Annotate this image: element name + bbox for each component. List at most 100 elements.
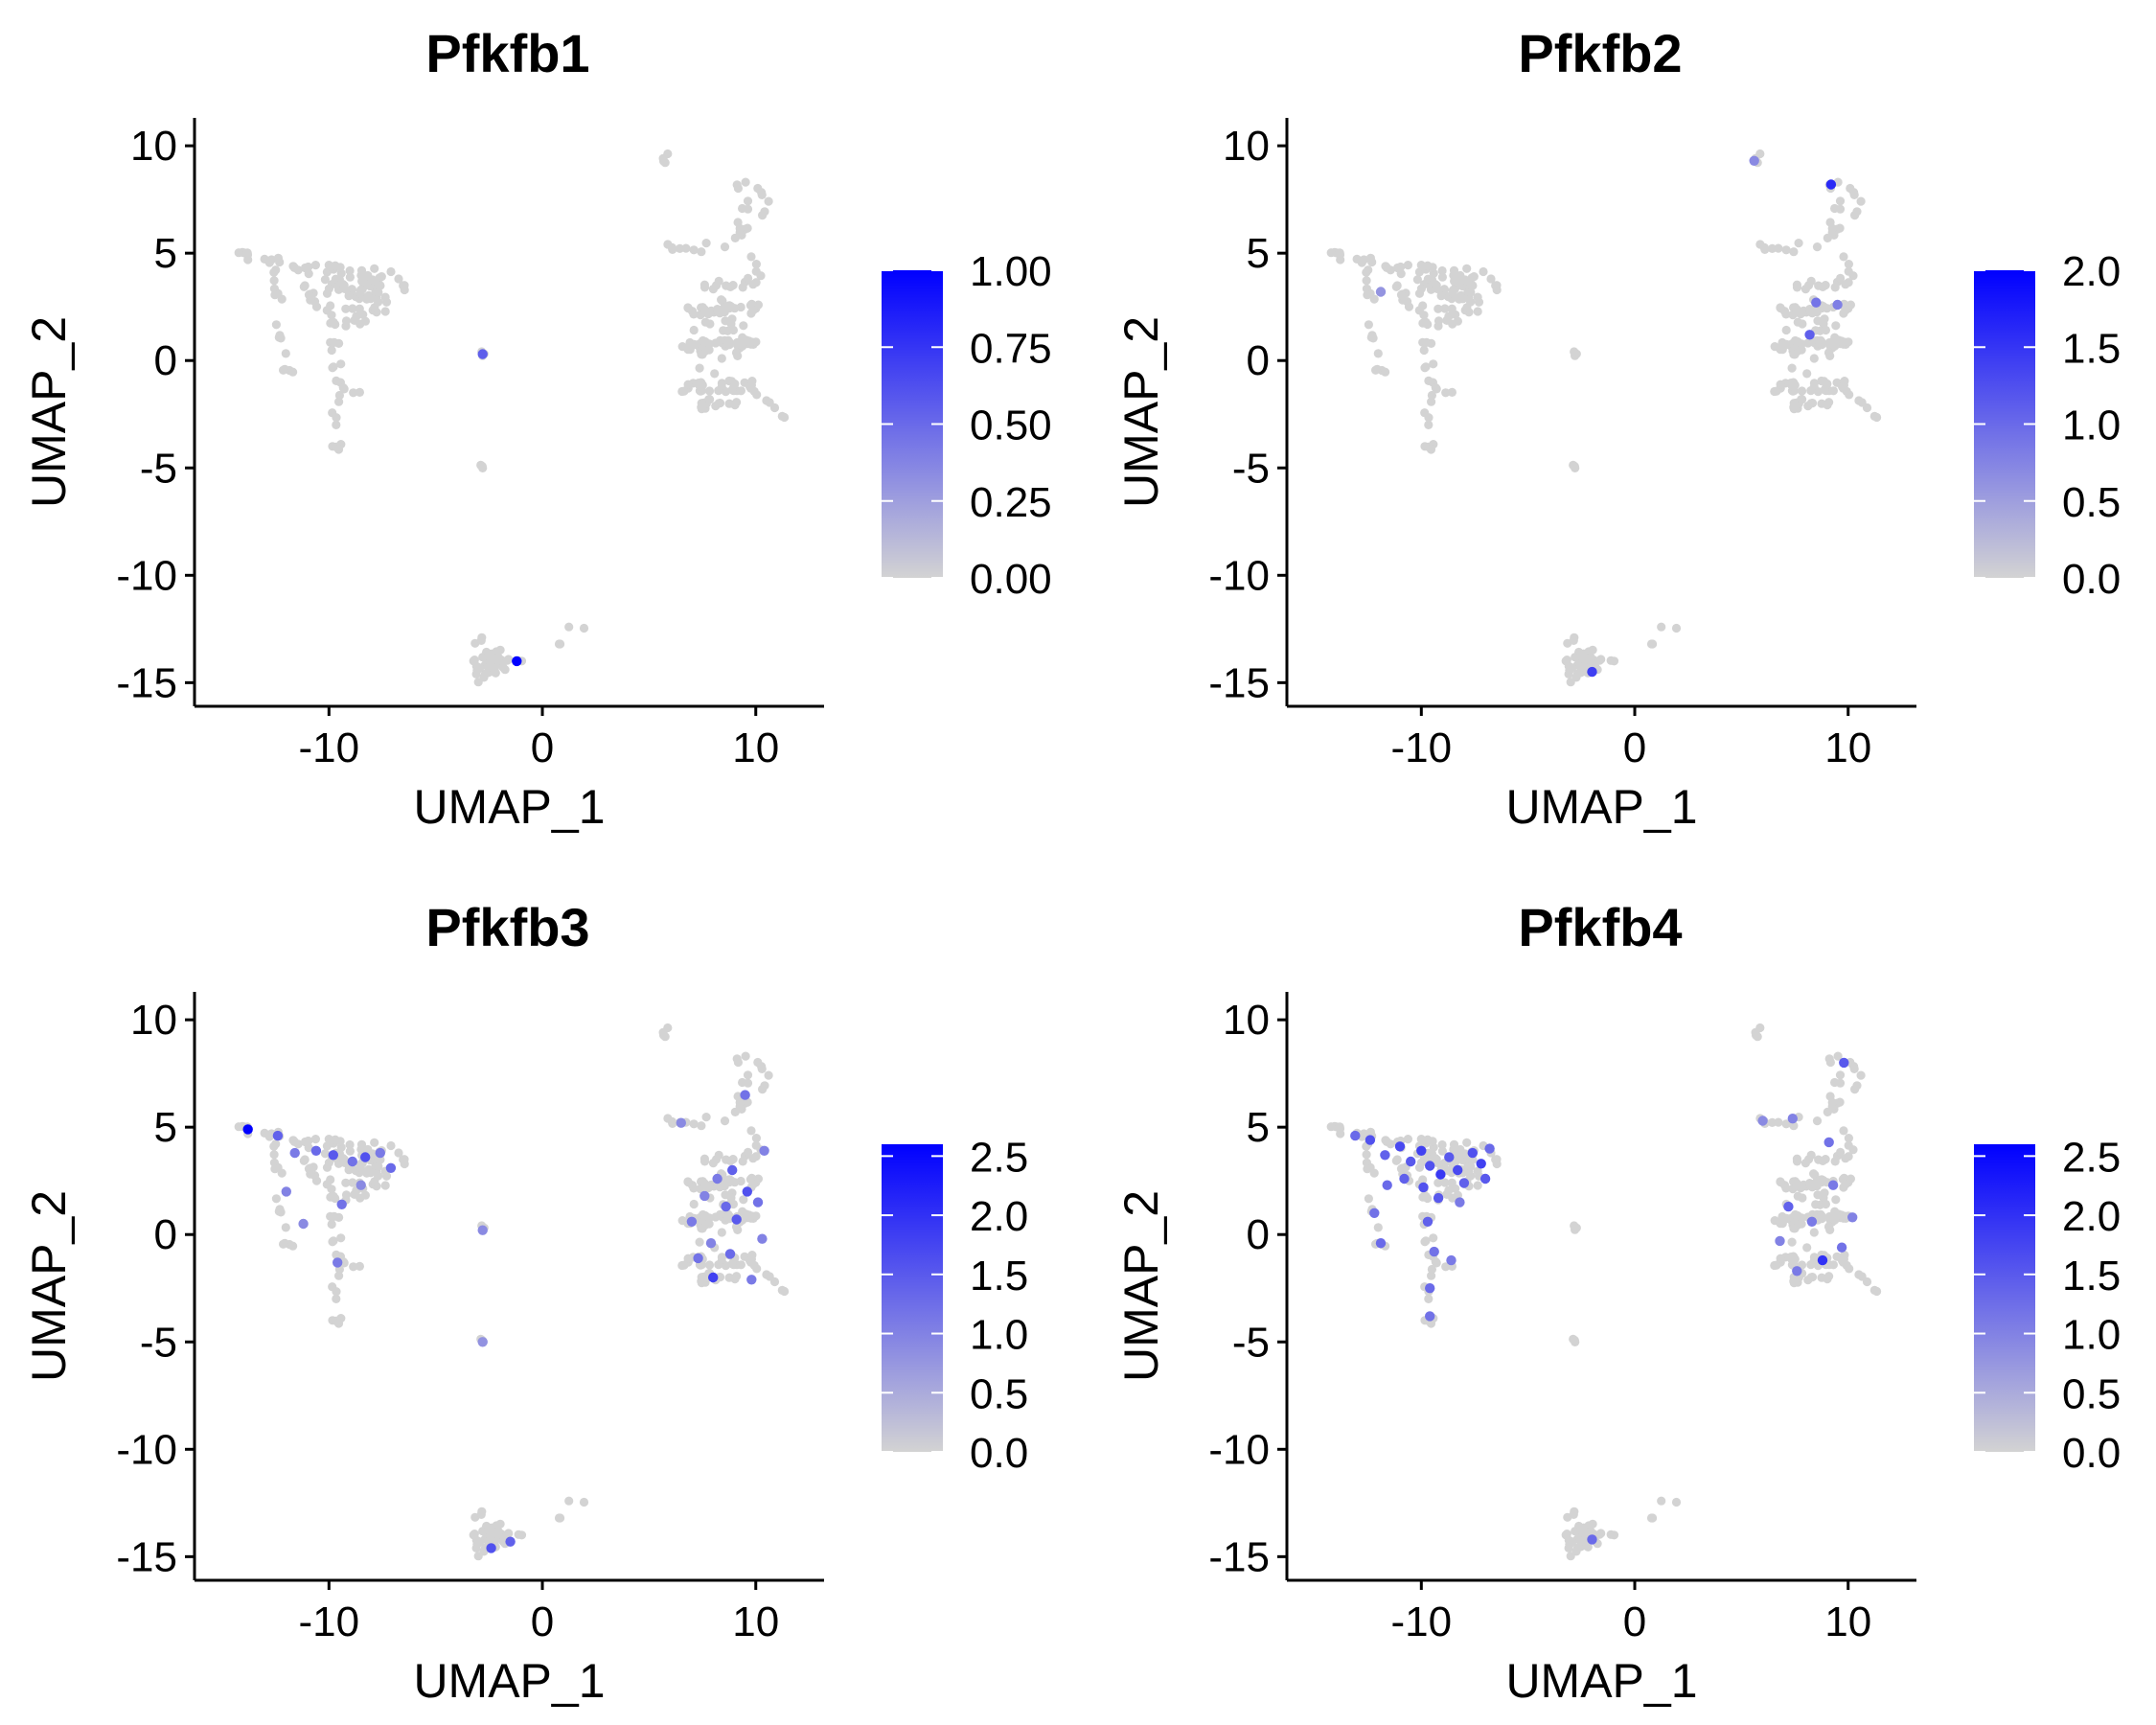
cell-point xyxy=(762,396,771,405)
cell-point xyxy=(764,1070,773,1080)
cell-point xyxy=(1774,243,1783,253)
cell-point xyxy=(484,1536,493,1546)
cell-point xyxy=(1594,656,1604,665)
cell-point xyxy=(1427,1271,1436,1280)
cell-point xyxy=(1423,1193,1433,1204)
cell-point xyxy=(293,1139,303,1149)
cell-point xyxy=(1816,335,1825,345)
cell-point xyxy=(276,1208,286,1217)
cell-point xyxy=(331,319,340,330)
cell-point xyxy=(1789,1224,1799,1233)
cell-point xyxy=(234,1122,243,1132)
cell-point xyxy=(757,190,767,199)
expressing-cell-point xyxy=(477,1225,488,1235)
cell-point xyxy=(728,281,738,290)
cell-point xyxy=(683,1177,693,1186)
color-bar-label: 2.0 xyxy=(2062,248,2121,295)
cell-point xyxy=(697,1121,706,1131)
cell-point xyxy=(717,295,726,305)
cell-point xyxy=(732,180,742,190)
expressing-cell-point xyxy=(336,1199,347,1209)
cell-point xyxy=(288,367,298,377)
cell-point xyxy=(714,386,723,396)
cell-point xyxy=(1806,1260,1816,1270)
expressing-cell-point xyxy=(1444,1152,1455,1162)
cell-point xyxy=(345,265,355,276)
expressing-cell-point xyxy=(1455,1197,1465,1208)
cell-point xyxy=(745,1210,754,1220)
cell-point xyxy=(355,1261,364,1271)
y-axis-title: UMAP_2 xyxy=(22,316,76,508)
cell-point xyxy=(366,294,376,304)
x-axis-title: UMAP_1 xyxy=(413,780,605,834)
cell-point xyxy=(1467,273,1477,283)
cell-point xyxy=(732,1054,742,1064)
expressing-cells xyxy=(1375,155,1843,678)
expressing-cell-point xyxy=(281,1186,291,1197)
color-bar-label: 1.0 xyxy=(970,1312,1028,1359)
cell-point xyxy=(1369,1168,1379,1178)
y-tick-label: 0 xyxy=(1247,1211,1270,1258)
cell-point xyxy=(480,669,491,678)
cell-point xyxy=(1423,319,1433,330)
cell-point xyxy=(1793,336,1802,347)
cell-point xyxy=(1453,316,1462,326)
cell-point xyxy=(704,1219,714,1229)
cell-point xyxy=(723,1209,733,1219)
cell-point xyxy=(728,1155,738,1164)
cell-point xyxy=(277,294,287,304)
cell-point xyxy=(1753,1032,1762,1042)
cell-point xyxy=(327,345,336,356)
y-tick-label: 0 xyxy=(154,1211,177,1258)
cell-point xyxy=(679,1260,689,1270)
cell-point xyxy=(1776,303,1785,312)
cell-point xyxy=(1813,1190,1823,1200)
cell-point xyxy=(1424,420,1434,429)
cell-point xyxy=(1812,1116,1823,1126)
cell-point xyxy=(329,1236,338,1246)
cell-point xyxy=(1835,1097,1845,1107)
cell-point xyxy=(349,1262,358,1272)
cell-point xyxy=(663,1023,673,1033)
cell-point xyxy=(579,1497,589,1507)
cell-point xyxy=(1440,304,1450,313)
expressing-cell-point xyxy=(1382,1180,1392,1190)
cell-point xyxy=(1836,1147,1846,1157)
expressing-cell-point xyxy=(1832,299,1843,310)
cell-point xyxy=(495,1519,505,1529)
expressing-cell-point xyxy=(512,656,522,667)
cell-point xyxy=(738,203,747,214)
cell-point xyxy=(1569,1509,1578,1519)
cell-point xyxy=(1825,1225,1835,1234)
cell-point xyxy=(753,183,763,194)
expressing-cell-point xyxy=(1787,1114,1798,1124)
expressing-cell-point xyxy=(1749,155,1759,166)
expressing-cell-point xyxy=(347,1156,357,1167)
cell-point xyxy=(331,1193,340,1204)
cell-point xyxy=(1830,341,1840,351)
cell-point xyxy=(1473,1166,1482,1176)
expressing-cell-point xyxy=(1375,1238,1387,1249)
panel-title: Pfkfb2 xyxy=(1518,23,1682,83)
color-bar-label: 1.0 xyxy=(2062,1312,2121,1359)
cell-point xyxy=(1434,316,1444,326)
cell-point xyxy=(328,408,337,418)
cell-point xyxy=(476,1509,486,1519)
expressing-cell-point xyxy=(724,1249,736,1259)
cell-point xyxy=(374,297,383,307)
cell-point xyxy=(1427,390,1436,401)
cell-point xyxy=(1804,281,1814,290)
cell-point xyxy=(329,362,338,372)
color-bar-label: 1.00 xyxy=(970,248,1052,295)
y-tick-label: 10 xyxy=(130,123,177,170)
cell-point xyxy=(1812,307,1822,316)
cell-point xyxy=(1831,321,1841,331)
cell-point xyxy=(1856,1070,1866,1080)
cell-point xyxy=(714,399,723,408)
cell-point xyxy=(700,317,710,327)
cell-point xyxy=(1427,1264,1436,1275)
cell-point xyxy=(717,354,726,363)
cell-point xyxy=(1835,196,1846,206)
cell-point xyxy=(1837,1210,1846,1220)
cell-point xyxy=(341,304,351,313)
